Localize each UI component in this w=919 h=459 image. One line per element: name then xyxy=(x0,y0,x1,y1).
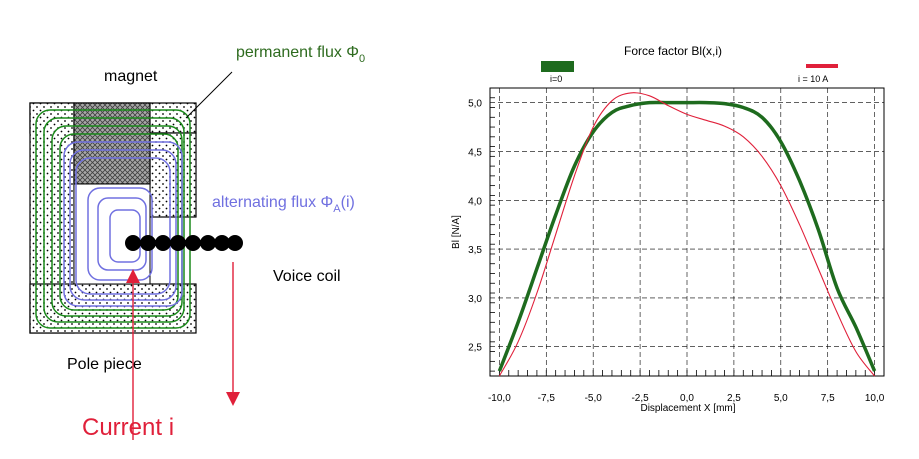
y-tick-label: 3,5 xyxy=(468,245,482,256)
x-tick-label: 10,0 xyxy=(865,393,885,404)
y-tick-label: 3,0 xyxy=(468,294,482,305)
current-label: Current i xyxy=(82,414,174,441)
y-tick-label: 2,5 xyxy=(468,343,482,354)
chart-ticks: -10,0 -7,5 -5,0 -2,5 0,0 2,5 5,0 7,5 10,0 2,5 3,0 3… xyxy=(468,87,885,404)
x-tick-label: 7,5 xyxy=(821,393,835,404)
x-axis-label: Displacement X [mm] xyxy=(640,403,735,414)
magnet-label: magnet xyxy=(104,68,158,85)
alternating-flux-lines xyxy=(63,141,183,307)
series-line-i10 xyxy=(498,92,876,377)
x-tick-label: 2,5 xyxy=(727,393,741,404)
x-tick-label: -5,0 xyxy=(585,393,603,404)
series-line-i0 xyxy=(497,100,877,372)
permanent-flux-lines xyxy=(35,109,191,329)
permanent-flux-leader xyxy=(185,71,233,119)
x-tick-label: -10,0 xyxy=(488,393,511,404)
chart-series xyxy=(497,92,877,377)
y-tick-label: 4,5 xyxy=(468,147,482,158)
y-tick-label: 5,0 xyxy=(468,99,482,110)
current-arrow-down xyxy=(226,262,240,406)
alternating-flux-label: alternating flux ΦA(i) xyxy=(212,194,355,215)
legend-label-i0: i=0 xyxy=(550,74,562,84)
chart-title: Force factor Bl(x,i) xyxy=(624,44,722,58)
x-tick-label: 5,0 xyxy=(774,393,788,404)
legend-label-i10: i = 10 A xyxy=(798,74,828,84)
voice-coil-windings xyxy=(125,235,243,251)
y-axis-label: Bl [N/A] xyxy=(451,215,462,249)
chart-grid xyxy=(490,88,884,376)
x-tick-label: -2,5 xyxy=(631,393,649,404)
y-tick-label: 4,0 xyxy=(468,196,482,207)
legend-swatch-i10 xyxy=(806,64,838,68)
voice-coil-label: Voice coil xyxy=(273,268,341,285)
pole-piece-label: Pole piece xyxy=(67,356,142,373)
permanent-flux-label: permanent flux Φ0 xyxy=(236,44,365,65)
x-tick-label: 0,0 xyxy=(680,393,694,404)
pole-piece xyxy=(73,183,151,285)
chart-legend: i=0 i = 10 A xyxy=(541,61,838,84)
current-arrow-up xyxy=(126,269,140,440)
legend-swatch-i0 xyxy=(541,61,574,72)
x-tick-label: -7,5 xyxy=(538,393,556,404)
